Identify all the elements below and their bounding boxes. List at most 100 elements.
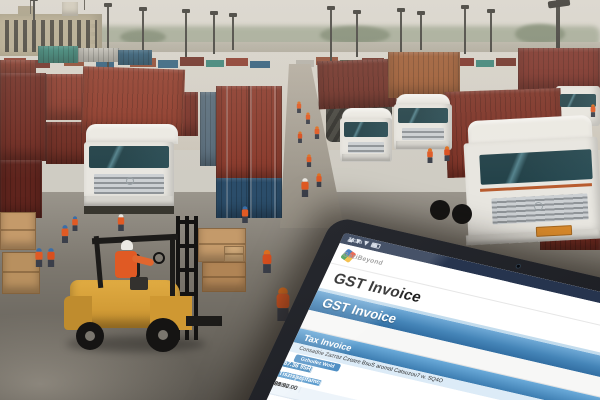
photo-detail xyxy=(47,259,55,267)
light-pole xyxy=(327,6,335,61)
truck-grille xyxy=(348,142,384,153)
light-pole xyxy=(30,0,38,48)
photo-detail xyxy=(118,224,124,231)
distant-container xyxy=(296,60,314,67)
photo-detail xyxy=(224,246,244,262)
photo-detail xyxy=(47,248,56,267)
photo-detail xyxy=(62,236,68,243)
truck-roof-deflector xyxy=(396,94,450,107)
shipping-container xyxy=(38,46,78,63)
photo-detail xyxy=(118,214,124,218)
photo-detail xyxy=(301,181,309,190)
truck-badge xyxy=(534,202,543,211)
photo-detail xyxy=(242,206,248,210)
shipping-container xyxy=(0,60,36,76)
photo-detail xyxy=(117,217,125,225)
photo-detail xyxy=(306,156,312,163)
truck-badge xyxy=(126,177,134,185)
photo-detail xyxy=(3,271,39,273)
light-pole xyxy=(397,8,405,53)
photo-detail xyxy=(117,214,125,231)
photo-detail xyxy=(35,248,44,267)
distant-container xyxy=(158,60,178,68)
photo-detail xyxy=(241,206,249,223)
photo-detail xyxy=(278,287,288,294)
driver-helmet xyxy=(121,240,133,250)
photo-detail xyxy=(48,248,54,252)
photo-detail xyxy=(298,138,302,143)
truck-underside xyxy=(84,206,174,214)
photo-detail xyxy=(315,126,319,129)
truck-bumper xyxy=(342,154,390,161)
photo-detail xyxy=(297,131,303,143)
light-pole xyxy=(417,11,425,50)
photo-detail xyxy=(0,212,36,250)
truck-windshield xyxy=(479,149,593,185)
photo-detail xyxy=(316,173,323,187)
photo-detail xyxy=(276,293,290,309)
distant-container xyxy=(30,60,50,68)
antenna xyxy=(30,0,31,14)
photo-detail xyxy=(305,114,311,120)
floodlight-pole xyxy=(556,0,560,64)
light-pole xyxy=(461,5,469,54)
shipping-container xyxy=(78,48,120,62)
wheel-hub xyxy=(158,330,168,340)
photo-detail xyxy=(199,243,245,246)
light-pole xyxy=(139,7,147,65)
photo-detail xyxy=(427,157,433,163)
truck-container xyxy=(317,58,397,110)
light-pole xyxy=(353,10,361,57)
truck-grille xyxy=(402,128,444,140)
distant-container xyxy=(476,60,494,67)
distant-container xyxy=(206,60,224,67)
photo-detail xyxy=(444,146,451,161)
photo-detail xyxy=(316,175,322,182)
rooftop-structure xyxy=(18,6,34,16)
photo-detail xyxy=(444,155,450,161)
photo-detail xyxy=(444,146,450,150)
photo-detail xyxy=(275,287,291,321)
shipping-container xyxy=(200,92,216,166)
truck-container xyxy=(518,48,600,90)
photo-detail xyxy=(297,133,303,139)
truck-bumper xyxy=(396,141,450,149)
photo-detail xyxy=(62,225,68,229)
truck-container xyxy=(388,52,460,98)
tablet-camera xyxy=(515,262,523,269)
light-pole xyxy=(104,3,112,80)
photo-detail xyxy=(263,249,271,255)
truck-windshield xyxy=(560,94,596,107)
photo-detail xyxy=(61,225,70,243)
photo-detail xyxy=(317,173,321,176)
photo-detail xyxy=(296,103,302,109)
distant-container xyxy=(496,58,516,66)
battery-icon xyxy=(370,242,382,249)
distant-container xyxy=(180,57,204,66)
photo-detail xyxy=(307,154,311,157)
photo-detail xyxy=(590,112,596,117)
license-plate xyxy=(535,225,573,237)
truck-windshield xyxy=(344,122,388,137)
photo-detail xyxy=(301,178,310,197)
photo-detail xyxy=(427,151,433,158)
tree xyxy=(320,26,390,44)
boundary-wall xyxy=(0,42,600,52)
shipping-container xyxy=(0,160,42,218)
photo-detail xyxy=(590,104,596,117)
photo-detail xyxy=(298,131,302,134)
photo-detail xyxy=(277,308,289,321)
light-pole xyxy=(182,9,190,57)
photo-detail xyxy=(262,254,272,265)
tree xyxy=(515,24,565,44)
truck-roof-deflector xyxy=(86,124,178,144)
photo-detail xyxy=(297,108,301,113)
photo-detail xyxy=(316,181,322,187)
brand-name: GaziBeyond xyxy=(341,251,385,267)
photo-detail xyxy=(242,216,248,223)
photo-detail xyxy=(427,148,434,163)
distant-container xyxy=(96,60,114,68)
light-pole xyxy=(210,11,218,54)
truck-wheel xyxy=(430,200,450,220)
container-stack xyxy=(0,73,46,161)
